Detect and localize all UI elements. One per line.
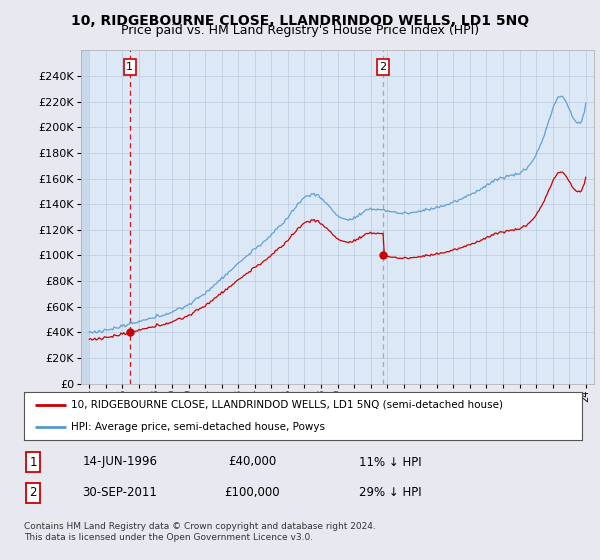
Text: 10, RIDGEBOURNE CLOSE, LLANDRINDOD WELLS, LD1 5NQ (semi-detached house): 10, RIDGEBOURNE CLOSE, LLANDRINDOD WELLS… [71, 400, 503, 410]
Text: 2: 2 [29, 486, 37, 500]
Text: 11% ↓ HPI: 11% ↓ HPI [359, 455, 421, 469]
Text: 1: 1 [127, 62, 133, 72]
Text: 1: 1 [29, 455, 37, 469]
Text: £40,000: £40,000 [228, 455, 276, 469]
Text: Price paid vs. HM Land Registry's House Price Index (HPI): Price paid vs. HM Land Registry's House … [121, 24, 479, 37]
Text: 30-SEP-2011: 30-SEP-2011 [83, 486, 157, 500]
Text: £100,000: £100,000 [224, 486, 280, 500]
Text: 2: 2 [379, 62, 386, 72]
Text: 14-JUN-1996: 14-JUN-1996 [83, 455, 157, 469]
Text: Contains HM Land Registry data © Crown copyright and database right 2024.: Contains HM Land Registry data © Crown c… [24, 522, 376, 531]
Text: 29% ↓ HPI: 29% ↓ HPI [359, 486, 421, 500]
Text: 10, RIDGEBOURNE CLOSE, LLANDRINDOD WELLS, LD1 5NQ: 10, RIDGEBOURNE CLOSE, LLANDRINDOD WELLS… [71, 14, 529, 28]
Text: HPI: Average price, semi-detached house, Powys: HPI: Average price, semi-detached house,… [71, 422, 325, 432]
Text: This data is licensed under the Open Government Licence v3.0.: This data is licensed under the Open Gov… [24, 533, 313, 542]
